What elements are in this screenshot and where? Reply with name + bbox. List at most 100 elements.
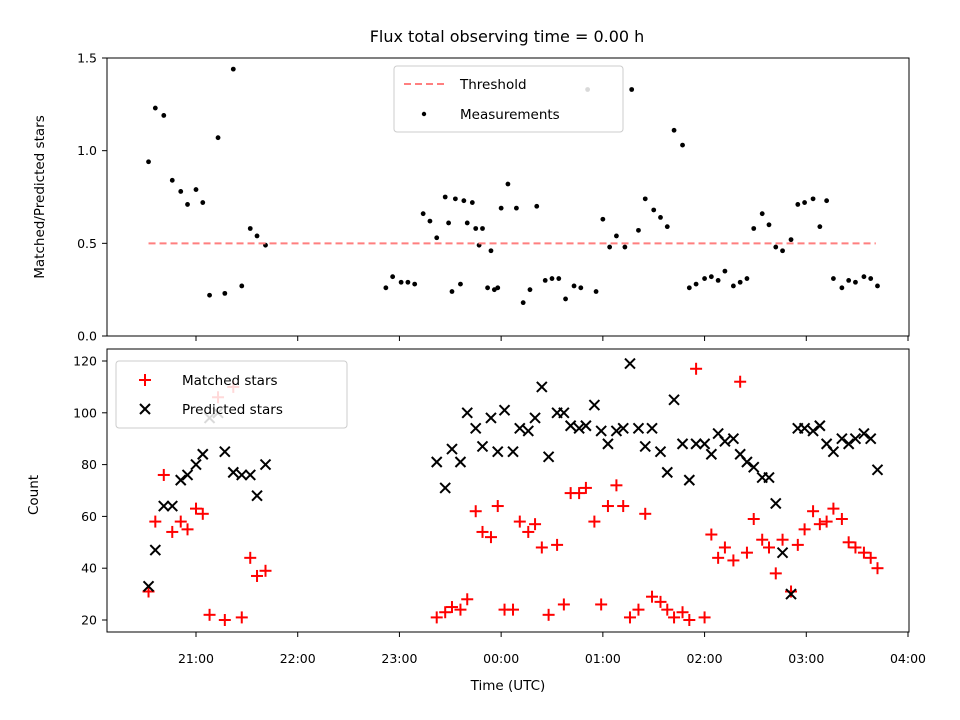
measurement-point: [658, 214, 663, 220]
measurement-point: [247, 226, 253, 231]
predicted-star-marker: [227, 466, 240, 479]
bottom-x-tick-label: 23:00: [381, 651, 417, 666]
matched-star-marker: [747, 512, 760, 525]
predicted-star-marker: [858, 427, 870, 440]
predicted-star-marker: [624, 357, 636, 370]
predicted-star-marker: [763, 471, 775, 484]
matched-star-marker: [259, 564, 272, 577]
measurement-point: [178, 189, 184, 194]
predicted-star-marker: [454, 456, 467, 468]
bottom-y-tick-label: 80: [81, 457, 97, 472]
matched-star-marker: [661, 603, 674, 616]
predicted-star-marker: [536, 381, 548, 393]
predicted-star-marker: [676, 438, 689, 450]
measurement-point: [614, 233, 619, 239]
matched-star-marker: [551, 538, 564, 551]
bottom-x-tick-label: 03:00: [788, 651, 824, 666]
measurement-point: [556, 276, 562, 281]
predicted-star-marker: [588, 399, 601, 411]
matched-star-marker: [157, 468, 170, 481]
measurement-point: [642, 196, 648, 202]
predicted-star-marker: [492, 445, 504, 458]
measurement-point: [853, 279, 858, 285]
predicted-star-marker: [446, 443, 458, 455]
predicted-star-marker: [727, 432, 740, 445]
measurement-point: [780, 248, 785, 254]
top-y-tick-label: 1.5: [77, 51, 97, 66]
predicted-star-marker: [668, 394, 680, 406]
matched-star-marker: [149, 515, 162, 528]
predicted-star-marker: [798, 422, 811, 435]
matched-star-marker: [791, 538, 804, 551]
predicted-star-marker: [529, 412, 541, 424]
matched-star-marker: [690, 362, 703, 375]
matched-star-marker: [235, 611, 248, 624]
measurement-point: [464, 220, 470, 226]
measurement-point: [759, 211, 765, 217]
predicted-star-marker: [719, 435, 731, 447]
measurement-point: [578, 285, 584, 291]
measurement-point: [469, 200, 475, 205]
predicted-star-marker: [632, 422, 645, 435]
matched-star-marker: [827, 502, 840, 515]
predicted-star-marker: [610, 425, 623, 437]
bottom-y-tick-label: 120: [73, 354, 97, 369]
predicted-star-marker: [849, 432, 862, 445]
measurement-point: [680, 142, 685, 148]
matched-star-marker: [461, 593, 474, 606]
matched-star-marker: [439, 606, 452, 619]
predicted-star-marker: [485, 412, 497, 424]
matched-star-marker: [454, 603, 467, 616]
bottom-panel: 20 40 60 80 100 120 21:00 22:00 23:00 00:00 01:00…: [26, 348, 926, 694]
measurement-point: [169, 177, 175, 183]
matched-star-marker: [218, 614, 231, 626]
matched-star-marker: [617, 500, 630, 513]
matched-star-marker: [579, 481, 592, 494]
bottom-x-tick-label: 21:00: [178, 651, 214, 666]
matched-star-marker: [513, 515, 526, 528]
measurement-point: [622, 244, 628, 250]
matched-star-marker: [864, 551, 877, 564]
top-legend: Threshold Measurements: [393, 65, 624, 133]
predicted-star-marker: [236, 469, 248, 481]
predicted-star-marker: [602, 438, 614, 450]
matched-star-marker: [491, 500, 504, 513]
chart-title: Flux total observing time = 0.00 h: [370, 27, 645, 46]
matched-star-marker: [776, 533, 789, 546]
predicted-star-marker: [698, 438, 711, 450]
predicted-star-marker: [259, 458, 272, 471]
measurement-point: [571, 283, 577, 289]
matched-star-marker: [430, 611, 443, 624]
measurement-point: [427, 218, 433, 224]
predicted-star-marker: [741, 456, 753, 468]
measurement-point: [473, 226, 479, 231]
matched-star-marker: [588, 515, 601, 528]
predicted-star-marker: [197, 448, 209, 460]
measurement-point: [629, 87, 635, 92]
measurement-point: [671, 127, 677, 133]
predicted-star-marker: [244, 469, 256, 481]
measurement-point: [239, 283, 245, 289]
predicted-star-marker: [522, 425, 534, 437]
measurement-point: [485, 285, 490, 291]
measurement-point: [788, 237, 794, 243]
matched-star-marker: [601, 500, 614, 513]
measurement-point: [795, 202, 801, 207]
measurement-point: [505, 181, 511, 187]
matched-star-marker: [632, 603, 645, 616]
predicted-star-marker: [158, 500, 170, 512]
measurement-point: [383, 285, 389, 291]
measurement-point: [207, 292, 212, 298]
measurement-point: [542, 278, 548, 283]
matched-star-marker: [727, 554, 740, 567]
measurement-point: [405, 279, 411, 285]
bottom-legend-box: [115, 360, 348, 429]
predicted-star-marker: [166, 500, 178, 512]
matched-star-marker: [734, 375, 747, 388]
bottom-x-tick-label: 22:00: [280, 651, 316, 666]
measurement-point: [480, 226, 485, 231]
measurement-point: [861, 274, 867, 280]
predicted-star-marker: [542, 451, 555, 463]
matched-star-marker: [705, 528, 718, 541]
matched-star-marker: [166, 525, 179, 538]
